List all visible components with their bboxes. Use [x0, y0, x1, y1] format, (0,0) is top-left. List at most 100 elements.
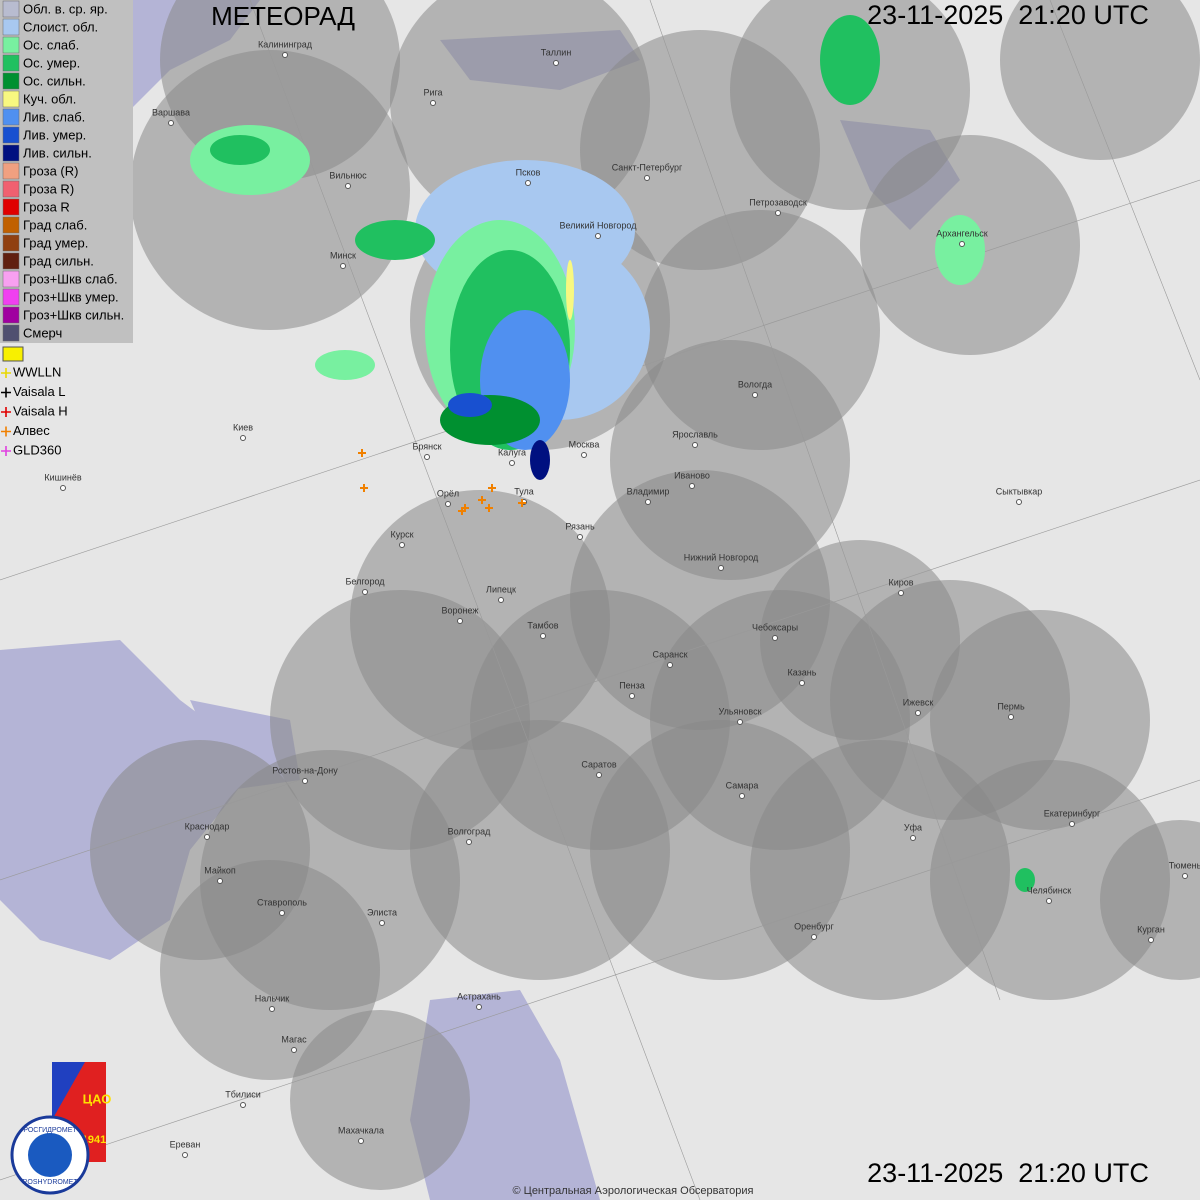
city-label: Элиста	[367, 907, 397, 917]
legend-label: Гроз+Шкв сильн.	[23, 307, 124, 322]
city-label: Пенза	[619, 680, 645, 690]
legend-label: Гроз+Шкв слаб.	[23, 271, 118, 286]
city-label: Воронеж	[442, 605, 479, 615]
coverage-circle	[290, 1010, 470, 1190]
lightning-symbol	[1, 446, 11, 456]
city-dot	[476, 1004, 482, 1010]
city-dot	[737, 719, 743, 725]
city-dot	[240, 1102, 246, 1108]
city-labels: Калининград Таллин Рига Варшава Вильнюс Псков…	[44, 39, 1200, 1158]
legend-label: Град умер.	[23, 235, 88, 250]
city-label: Псков	[516, 167, 541, 177]
legend-swatch	[2, 108, 20, 126]
city-label: Рязань	[565, 521, 595, 531]
lightning-label: Vaisala H	[13, 403, 68, 418]
city-dot	[457, 618, 463, 624]
lightning-strike	[485, 504, 493, 512]
city-dot	[445, 501, 451, 507]
city-dot	[358, 1138, 364, 1144]
coverage-circle	[410, 720, 670, 980]
city-dot	[1008, 714, 1014, 720]
legend-label: Гроза R)	[23, 181, 74, 196]
legend-swatch	[2, 18, 20, 36]
city-dot	[340, 263, 346, 269]
city-dot	[752, 392, 758, 398]
city-dot	[553, 60, 559, 66]
city-dot	[217, 878, 223, 884]
legend-swatch	[2, 306, 20, 324]
city-label: Архангельск	[936, 228, 988, 238]
city-label: Ростов-на-Дону	[272, 765, 338, 775]
city-label: Варшава	[152, 107, 190, 117]
city-dot	[1016, 499, 1022, 505]
legend-swatch	[2, 126, 20, 144]
city-label: Ульяновск	[718, 706, 761, 716]
city-label: Самара	[726, 780, 759, 790]
city-dot	[466, 839, 472, 845]
rosgidromet-text: РОСГИДРОМЕТ	[23, 1127, 77, 1134]
city-dot	[772, 635, 778, 641]
city-label: Рига	[423, 87, 442, 97]
city-label: Петрозаводск	[749, 197, 807, 207]
city-dot	[269, 1006, 275, 1012]
city-dot	[399, 542, 405, 548]
legend-label: Обл. в. ср. яр.	[23, 1, 108, 16]
coverage-circle	[760, 540, 960, 740]
city-dot	[915, 710, 921, 716]
city-dot	[811, 934, 817, 940]
city-label: Ереван	[170, 1139, 201, 1149]
city-label: Тула	[514, 486, 534, 496]
city-dot	[525, 180, 531, 186]
city-dot	[279, 910, 285, 916]
legend-background	[0, 0, 133, 343]
legend-swatch	[2, 288, 20, 306]
city-dot	[644, 175, 650, 181]
lightning-label: WWLLN	[13, 364, 61, 379]
legend-label: Град слаб.	[23, 217, 87, 232]
city-label: Нальчик	[255, 993, 290, 1003]
city-dot	[718, 565, 724, 571]
legend-swatch	[2, 90, 20, 108]
lightning-strike	[518, 499, 526, 507]
city-label: Калининград	[258, 39, 313, 49]
city-dot	[799, 680, 805, 686]
city-label: Саратов	[581, 759, 616, 769]
city-dot	[692, 442, 698, 448]
city-label: Белгород	[345, 576, 385, 586]
city-dot	[667, 662, 673, 668]
legend-swatch	[2, 144, 20, 162]
lightning-label: Алвес	[13, 423, 50, 438]
city-label: Киров	[888, 577, 913, 587]
city-dot	[581, 452, 587, 458]
city-dot	[430, 100, 436, 106]
city-dot	[910, 835, 916, 841]
city-dot	[1182, 873, 1188, 879]
city-dot	[291, 1047, 297, 1053]
city-label: Ставрополь	[257, 897, 307, 907]
city-dot	[424, 454, 430, 460]
legend-label: Гроза R	[23, 199, 70, 214]
city-label: Тюмень	[1169, 860, 1200, 870]
city-label: Вологда	[738, 379, 772, 389]
city-label: Киев	[233, 422, 253, 432]
city-label: Тбилиси	[225, 1089, 261, 1099]
title: МЕТЕОРАД	[211, 1, 355, 31]
lightning-strike	[360, 484, 368, 492]
legend-label: Гроза (R)	[23, 163, 78, 178]
lightning-strike	[458, 507, 466, 515]
lightning-icon	[2, 346, 24, 362]
city-label: Казань	[788, 667, 817, 677]
lightning-symbol	[1, 387, 11, 398]
lightning-symbol	[1, 368, 11, 378]
legend-swatch	[2, 252, 20, 270]
city-dot	[898, 590, 904, 596]
city-label: Махачкала	[338, 1125, 384, 1135]
city-dot	[540, 633, 546, 639]
copyright: © Центральная Аэрологическая Обсерватори…	[513, 1185, 754, 1197]
city-label: Великий Новгород	[560, 220, 638, 230]
city-label: Калуга	[498, 447, 526, 457]
coverage-circle	[590, 720, 850, 980]
legend-swatch	[2, 270, 20, 288]
city-label: Санкт-Петербург	[612, 162, 683, 172]
